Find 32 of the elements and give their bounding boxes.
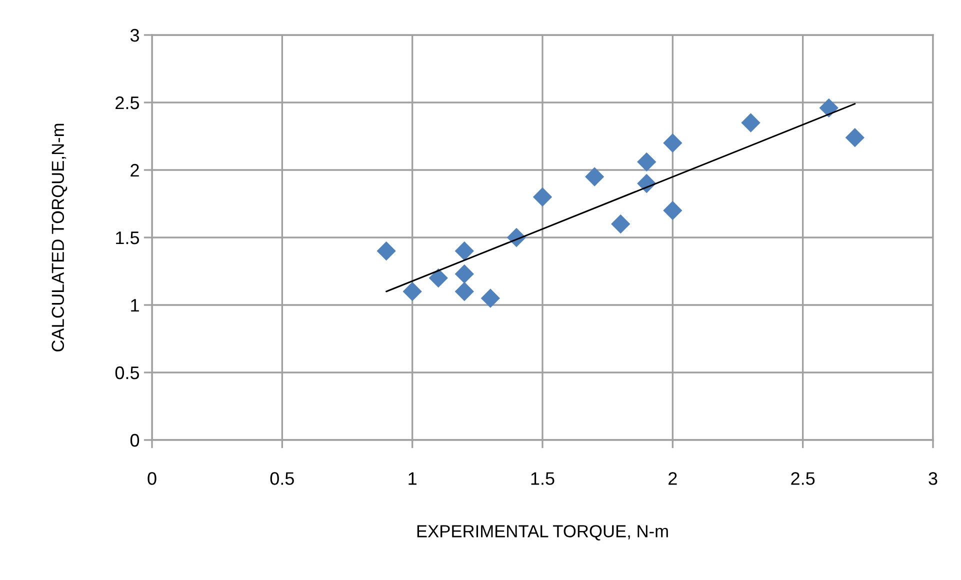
point — [480, 288, 500, 308]
point — [376, 241, 396, 261]
point — [819, 98, 838, 118]
y-tick-label: 2 — [130, 164, 139, 177]
y-tick-label: 0 — [130, 434, 140, 447]
y-tick-label: 3 — [130, 28, 139, 42]
point — [454, 241, 474, 261]
y-tick-label: 1.5 — [116, 232, 140, 244]
point — [637, 152, 656, 172]
point — [454, 282, 474, 302]
y-tick-label: 1 — [131, 299, 139, 312]
x-tick-label: 3 — [928, 472, 938, 485]
x-tick-label: 2.5 — [791, 472, 815, 485]
point — [611, 214, 630, 234]
point — [454, 264, 474, 284]
x-tick-label: 2 — [668, 472, 677, 485]
x-tick-label: 1 — [408, 472, 416, 485]
y-tick-label: 2.5 — [116, 96, 140, 110]
x-tick-label: 1.5 — [531, 472, 554, 485]
point — [663, 133, 682, 153]
point — [845, 128, 864, 148]
point — [428, 268, 448, 288]
point — [402, 282, 422, 302]
x-tick-label: 0.5 — [270, 472, 294, 485]
x-tick-label: 0 — [148, 472, 156, 485]
x-axis-title: EXPERIMENTAL TORQUE, N-m — [417, 525, 668, 540]
point — [741, 113, 760, 132]
y-axis-title: CALCULATED TORQUE,N-m — [52, 124, 68, 352]
y-tick-label: 0.5 — [115, 366, 140, 380]
point — [532, 187, 552, 207]
point — [663, 200, 682, 220]
point — [584, 167, 604, 186]
